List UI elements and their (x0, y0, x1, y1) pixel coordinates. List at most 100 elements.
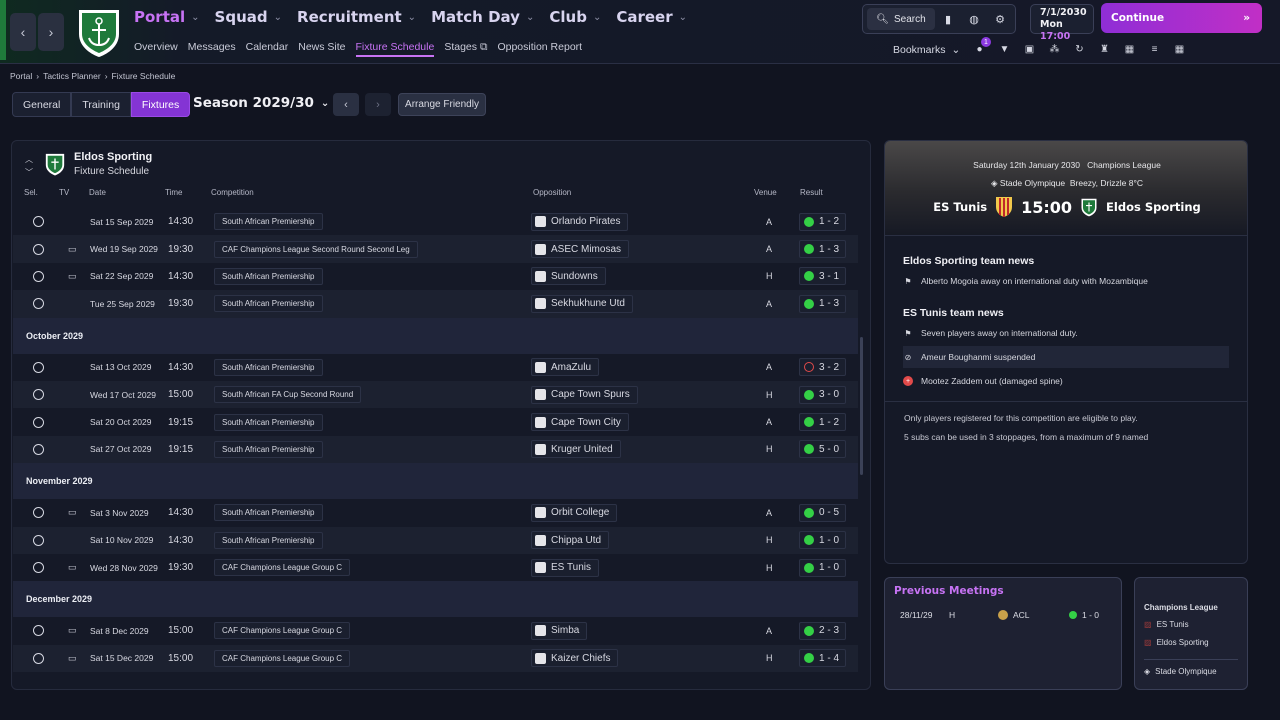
competition-tag[interactable]: South African Premiership (214, 213, 323, 231)
trophy-icon[interactable]: ♜ (1100, 44, 1109, 55)
globe-icon[interactable]: ◍ (969, 13, 979, 26)
opposition-team[interactable]: Sekhukhune Utd (531, 294, 633, 313)
fixture-result[interactable]: 1 - 0 (799, 531, 847, 550)
tab-general[interactable]: General (12, 92, 72, 117)
fixture-row[interactable]: ▭ Sat 3 Nov 2029 14:30 South African Premie… (13, 499, 858, 526)
opposition-team[interactable]: AmaZulu (531, 358, 600, 377)
subnav-overview[interactable]: Overview (134, 41, 178, 53)
fixture-result[interactable]: 1 - 4 (799, 649, 847, 668)
subnav-fixture-schedule[interactable]: Fixture Schedule (355, 41, 435, 57)
game-date[interactable]: 7/1/2030 Mon 17:00 (1030, 4, 1094, 42)
fixture-result[interactable]: 3 - 0 (799, 385, 847, 404)
select-radio[interactable] (33, 243, 44, 255)
fixture-result[interactable]: 0 - 5 (799, 503, 847, 522)
opposition-team[interactable]: Simba (531, 621, 588, 640)
select-radio[interactable] (33, 389, 44, 401)
fixture-result[interactable]: 2 - 3 (799, 621, 847, 640)
database-icon[interactable]: ≡ (1151, 44, 1158, 55)
home-team[interactable]: ES Tunis (933, 200, 988, 214)
continue-button[interactable]: Continue » (1101, 3, 1262, 33)
breadcrumb-portal[interactable]: Portal (10, 71, 33, 81)
next-season-button[interactable]: › (365, 93, 391, 116)
search-button[interactable]: 🔍︎ Search (867, 8, 935, 30)
fixture-result[interactable]: 1 - 3 (799, 294, 847, 313)
select-radio[interactable] (33, 443, 44, 455)
fixture-result[interactable]: 3 - 1 (799, 267, 847, 286)
competition-tag[interactable]: South African Premiership (214, 295, 323, 313)
fixture-result[interactable]: 1 - 2 (799, 413, 847, 432)
select-radio[interactable] (33, 270, 44, 282)
previous-season-button[interactable]: ‹ (333, 93, 359, 116)
fixture-result[interactable]: 1 - 3 (799, 240, 847, 259)
nav-career[interactable]: Career ⌄ (616, 8, 687, 26)
competition-tag[interactable]: CAF Champions League Second Round Second… (214, 240, 418, 258)
competition-tag[interactable]: South African Premiership (214, 531, 323, 549)
meeting-result[interactable]: 1 - 0 (1069, 610, 1099, 620)
subnav-news-site[interactable]: News Site (298, 41, 346, 53)
fixture-row[interactable]: ▭ Wed 19 Sep 2029 19:30 CAF Champions Leagu… (13, 235, 858, 263)
select-radio[interactable] (33, 416, 44, 428)
competition-tag[interactable]: CAF Champions League Group C (214, 559, 351, 577)
col-venue[interactable]: Venue (754, 188, 777, 197)
nav-club[interactable]: Club ⌄ (549, 8, 601, 26)
tab-training[interactable]: Training (71, 92, 131, 117)
scrollbar[interactable] (860, 337, 863, 475)
club-crest-icon[interactable] (75, 6, 123, 58)
forward-button[interactable]: › (38, 13, 64, 51)
col-date[interactable]: Date (89, 188, 106, 197)
competition-tag[interactable]: South African Premiership (214, 504, 323, 522)
subnav-stages[interactable]: Stages ⧉ (444, 41, 487, 57)
bookmarks-dropdown[interactable]: Bookmarks ⌄ (893, 44, 960, 56)
fixture-row[interactable]: Sat 10 Nov 2029 14:30 South African Premie… (13, 526, 858, 554)
opposition-team[interactable]: ASEC Mimosas (531, 240, 630, 259)
news-item[interactable]: ⊘ Ameur Boughanmi suspended (903, 346, 1229, 368)
bookmark-icon[interactable]: ▮ (944, 13, 952, 26)
opposition-team[interactable]: Orlando Pirates (531, 212, 629, 231)
subnav-messages[interactable]: Messages (187, 41, 236, 53)
fixture-result[interactable]: 5 - 0 (799, 440, 847, 459)
select-radio[interactable] (33, 534, 44, 546)
col-opposition[interactable]: Opposition (533, 188, 572, 197)
fixture-row[interactable]: ▭ Wed 28 Nov 2029 19:30 CAF Champions Leagu… (13, 554, 858, 581)
opposition-team[interactable]: Cape Town Spurs (531, 385, 638, 404)
opposition-team[interactable]: Kruger United (531, 440, 621, 459)
opposition-team[interactable]: Orbit College (531, 503, 618, 522)
fixture-row[interactable]: ▭ Sat 22 Sep 2029 14:30 South African Premi… (13, 263, 858, 290)
select-radio[interactable] (33, 216, 44, 228)
nav-squad[interactable]: Squad ⌄ (215, 8, 282, 26)
fixture-row[interactable]: Sat 27 Oct 2029 19:15 South African Premie… (13, 435, 858, 464)
away-team[interactable]: Eldos Sporting (1106, 200, 1201, 214)
competition-tag[interactable]: South African Premiership (214, 267, 323, 285)
opposition-team[interactable]: Sundowns (531, 267, 606, 286)
refresh-icon[interactable]: ↻ (1075, 44, 1084, 55)
calendar-icon[interactable]: ▦ (1124, 44, 1135, 55)
tactics-icon[interactable]: ⁂ (1049, 44, 1060, 55)
opposition-team[interactable]: Chippa Utd (531, 531, 610, 550)
nav-portal[interactable]: Portal ⌄ (134, 8, 200, 26)
fixture-result[interactable]: 1 - 2 (799, 212, 847, 231)
gear-icon[interactable]: ⚙ (995, 13, 1005, 26)
competition-tag[interactable]: South African Premiership (214, 440, 323, 458)
opposition-team[interactable]: ES Tunis (531, 558, 600, 577)
fixture-row[interactable]: Sat 13 Oct 2029 14:30 South African Premie… (13, 354, 858, 381)
tab-fixtures[interactable]: Fixtures (130, 92, 191, 117)
col-tv[interactable]: TV (59, 188, 70, 197)
select-radio[interactable] (33, 361, 44, 373)
competition-tag[interactable]: South African FA Cup Second Round (214, 386, 362, 404)
clipboard-icon[interactable]: ▣ (1024, 44, 1035, 55)
col-competition[interactable]: Competition (211, 188, 254, 197)
news-item[interactable]: + Mootez Zaddem out (damaged spine) (903, 376, 1063, 386)
arrange-friendly-button[interactable]: Arrange Friendly (398, 93, 486, 116)
back-button[interactable]: ‹ (10, 13, 36, 51)
select-radio[interactable] (33, 562, 44, 574)
fixture-row[interactable]: ▭ Sat 8 Dec 2029 15:00 CAF Champions League… (13, 617, 858, 644)
fixture-row[interactable]: Tue 25 Sep 2029 19:30 South African Premie… (13, 290, 858, 318)
nav-match-day[interactable]: Match Day ⌄ (431, 8, 534, 26)
fixture-result[interactable]: 1 - 0 (799, 558, 847, 577)
schedule-icon[interactable]: ▦ (1174, 44, 1185, 55)
shirt-icon[interactable]: ▼ (999, 44, 1010, 55)
subnav-calendar[interactable]: Calendar (245, 41, 289, 53)
competition-tag[interactable]: South African Premiership (214, 413, 323, 431)
fixture-row[interactable]: ▭ Sat 15 Dec 2029 15:00 CAF Champions Leagu… (13, 644, 858, 673)
col-result[interactable]: Result (800, 188, 823, 197)
